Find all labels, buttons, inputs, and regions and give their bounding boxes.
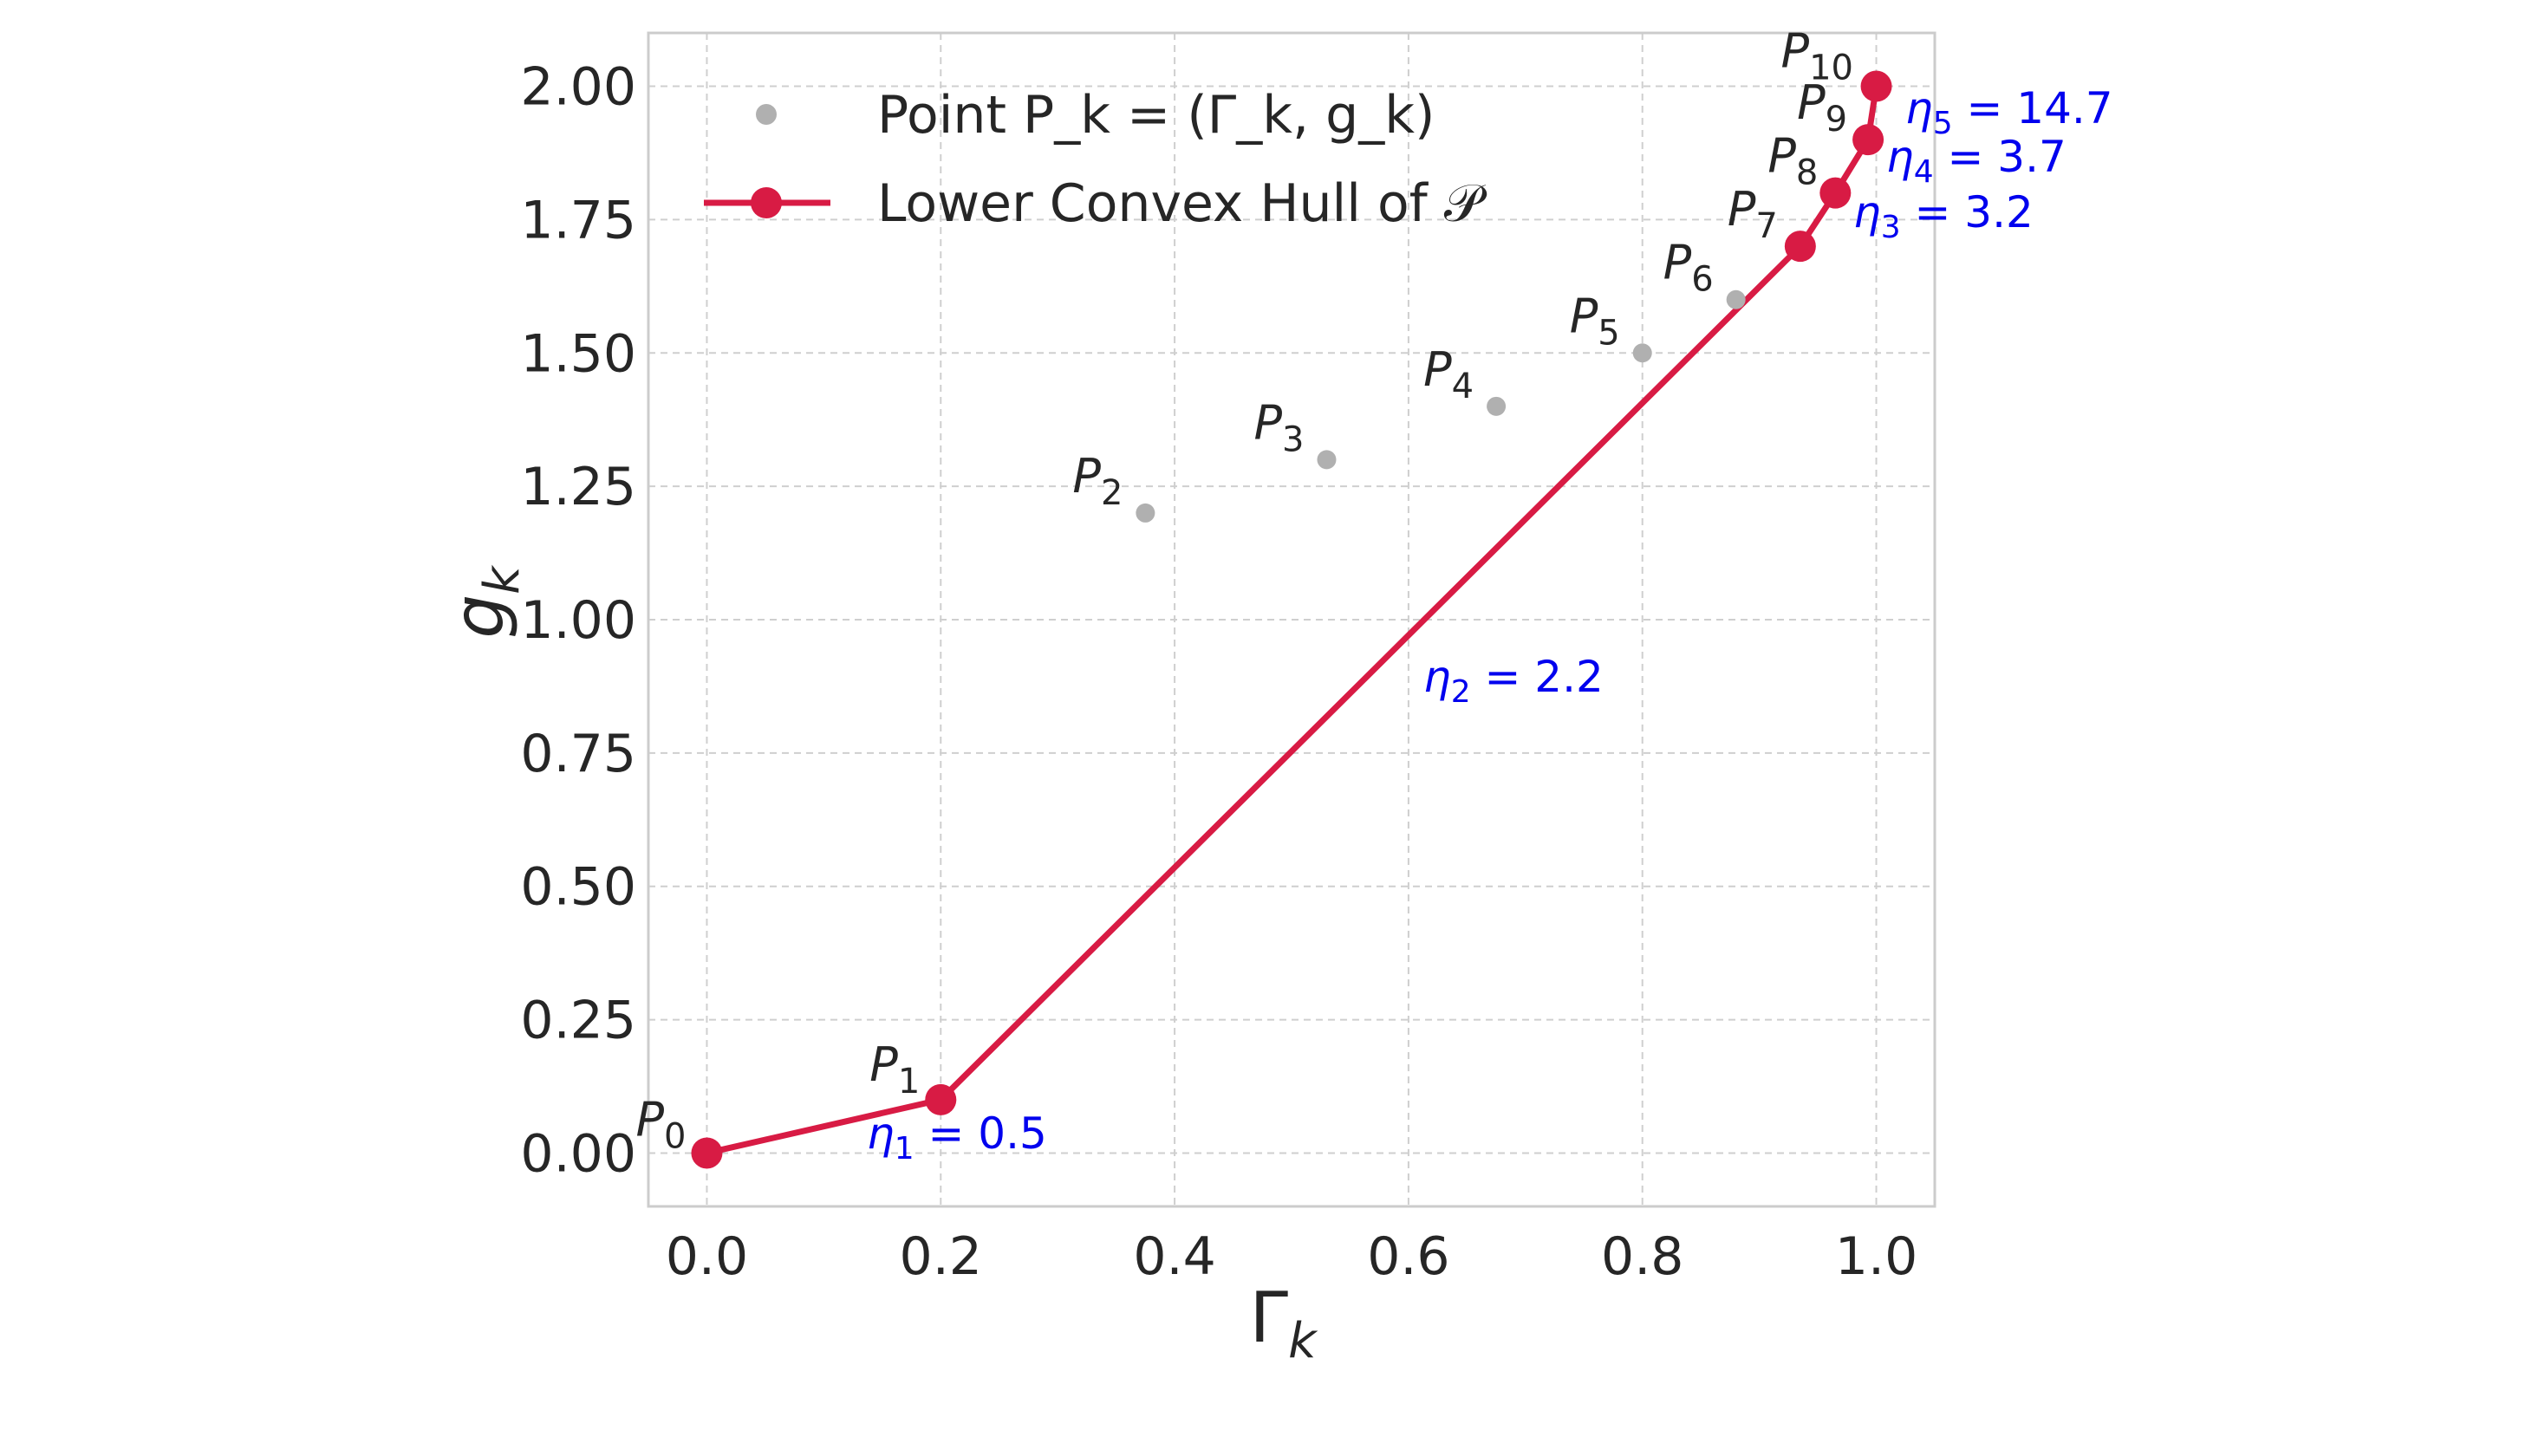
slope-annotations: η1 = 0.5 η2 = 2.2 η3 = 3.2η4 = 3.7η5 = 14.… <box>867 83 2113 1167</box>
hull-point <box>1784 231 1816 263</box>
slope-annotation: η1 = 0.5 <box>867 1108 1047 1167</box>
x-axis-label: Γk <box>1249 1277 1318 1369</box>
legend-point-label: Point P_k = (Γ_k, g_k) <box>877 85 1435 146</box>
point-label: P4 <box>1423 342 1474 406</box>
legend: Point P_k = (Γ_k, g_k) Lower Convex Hull… <box>704 85 1487 234</box>
y-tick-label: 0.50 <box>520 857 636 918</box>
point-label: P9 <box>1797 75 1847 140</box>
x-axis-label-main: Γ <box>1249 1277 1288 1358</box>
legend-hull-label: Lower Convex Hull of 𝒫 <box>877 173 1487 234</box>
y-axis-label: gk <box>439 564 530 639</box>
x-tick-label: 1.0 <box>1835 1226 1917 1287</box>
plot-frame <box>647 31 1936 1208</box>
y-tick-label: 2.00 <box>520 57 636 118</box>
data-point <box>1487 396 1507 416</box>
points-group <box>1136 289 1746 523</box>
point-label: P2 <box>1072 449 1123 513</box>
point-label: P1 <box>869 1037 920 1102</box>
legend-point-marker <box>756 104 777 125</box>
x-tick-labels: 0.0 0.2 0.4 0.6 0.8 1.0 <box>666 1226 1918 1287</box>
y-axis-label-sub: k <box>474 564 530 595</box>
hull-point <box>1852 124 1884 156</box>
x-axis-label-sub: k <box>1288 1313 1318 1369</box>
hull-point <box>1860 70 1892 102</box>
data-point <box>1632 343 1652 363</box>
hull-point <box>1819 177 1852 209</box>
x-tick-label: 0.0 <box>666 1226 748 1287</box>
point-label: P0 <box>635 1092 686 1156</box>
data-point <box>1726 289 1746 309</box>
y-tick-labels: 0.00 0.25 0.50 0.75 1.00 1.25 1.50 1.75 2.00 <box>520 57 636 1185</box>
point-label: P5 <box>1570 289 1620 353</box>
point-label: P10 <box>1781 24 1853 88</box>
point-label: P6 <box>1663 236 1714 300</box>
hull-line-group <box>691 70 1892 1169</box>
point-label: P3 <box>1253 395 1304 459</box>
x-tick-label: 0.6 <box>1367 1226 1449 1287</box>
y-tick-label: 1.50 <box>520 323 636 384</box>
y-tick-label: 1.25 <box>520 457 636 517</box>
slope-annotation: η2 = 2.2 <box>1423 652 1604 710</box>
data-point <box>1136 503 1155 523</box>
x-tick-label: 0.2 <box>900 1226 982 1287</box>
x-tick-label: 0.8 <box>1601 1226 1683 1287</box>
slope-annotation: η3 = 3.2 <box>1853 187 2034 245</box>
x-tick-label: 0.4 <box>1133 1226 1215 1287</box>
data-point <box>1317 450 1337 470</box>
hull-point <box>691 1137 723 1169</box>
y-tick-label: 1.00 <box>520 590 636 651</box>
legend-hull-marker <box>751 187 782 218</box>
y-tick-label: 0.75 <box>520 724 636 784</box>
y-tick-label: 0.00 <box>520 1123 636 1184</box>
slope-annotation: η4 = 3.7 <box>1886 132 2067 190</box>
point-label: P8 <box>1767 129 1818 193</box>
hull-point <box>925 1083 957 1115</box>
slope-annotation: η5 = 14.7 <box>1905 83 2113 141</box>
y-tick-label: 1.75 <box>520 190 636 250</box>
point-label: P7 <box>1728 182 1778 246</box>
y-axis-label-main: g <box>439 595 519 639</box>
y-tick-label: 0.25 <box>520 991 636 1051</box>
